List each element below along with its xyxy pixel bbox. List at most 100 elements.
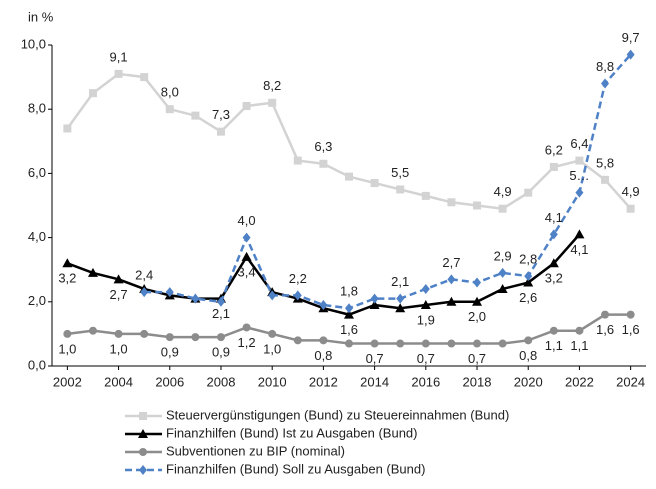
data-label: 6,3 (314, 139, 332, 154)
data-point (548, 258, 559, 268)
data-point (319, 336, 328, 345)
data-point (345, 303, 353, 314)
x-tick-label: 2010 (258, 374, 287, 389)
data-label: 4,1 (570, 242, 588, 257)
data-label: 1,1 (545, 338, 563, 353)
data-point (140, 287, 149, 298)
data-point (473, 201, 482, 210)
data-point (447, 198, 456, 207)
data-point (88, 89, 97, 98)
data-label: 8,8 (596, 59, 614, 74)
x-tick-label: 2024 (616, 374, 645, 389)
data-label: 0,9 (161, 345, 179, 360)
data-label: 0,9 (212, 345, 230, 360)
data-point (498, 267, 507, 278)
data-point (549, 326, 558, 335)
data-label: 4,1 (545, 210, 563, 225)
data-point (345, 339, 353, 348)
x-tick-label: 2020 (514, 374, 543, 389)
legend-label: Steuervergünstigungen (Bund) zu Steuerei… (166, 407, 509, 422)
series-line (66, 72, 632, 211)
data-point (319, 300, 328, 311)
data-label: 8,0 (161, 85, 179, 100)
data-label: 2,6 (519, 290, 537, 305)
data-point (293, 156, 302, 165)
data-point (473, 277, 482, 288)
data-label: 5,5 (391, 165, 409, 180)
data-label: 1,1 (570, 338, 588, 353)
data-label: 2,8 (519, 252, 537, 267)
data-label: 2,7 (110, 287, 128, 302)
data-point (241, 251, 252, 261)
data-point (396, 339, 405, 348)
data-label: 8,2 (263, 78, 281, 93)
data-label: 9,7 (622, 30, 640, 45)
data-label: 3,2 (58, 271, 76, 286)
data-label: 2,0 (468, 309, 486, 324)
data-point (242, 323, 251, 332)
data-point (344, 309, 354, 319)
data-point (191, 293, 200, 304)
data-point (242, 101, 251, 110)
data-point (242, 232, 251, 243)
data-point (421, 191, 430, 200)
data-point (165, 105, 174, 114)
data-label: 5,8 (596, 155, 614, 170)
data-point (114, 329, 123, 338)
data-point (575, 156, 584, 165)
data-label: 5… (569, 168, 589, 183)
data-point (165, 287, 174, 298)
data-point (370, 293, 379, 304)
data-label: 1,6 (596, 322, 614, 337)
data-label: 0,8 (314, 348, 332, 363)
data-point (293, 290, 302, 301)
data-point (575, 326, 584, 335)
data-point (498, 339, 507, 348)
data-point (62, 258, 73, 268)
data-point (626, 49, 635, 60)
data-point (626, 204, 635, 213)
data-point (601, 78, 610, 89)
data-label: 2,4 (135, 268, 153, 283)
data-point (395, 303, 406, 313)
data-point (601, 310, 610, 319)
x-tick-label: 2022 (565, 374, 594, 389)
data-point (549, 229, 558, 240)
data-point (370, 339, 379, 348)
data-point (88, 326, 97, 335)
data-point (345, 172, 353, 181)
data-label: 2,7 (442, 255, 460, 270)
data-point (626, 310, 635, 319)
data-label: 0,7 (417, 351, 435, 366)
data-point (420, 300, 431, 310)
data-point (216, 127, 225, 136)
data-label: 3,4 (238, 264, 256, 279)
data-point (268, 290, 277, 301)
y-axis-label: in % (28, 9, 54, 24)
data-point (446, 296, 457, 306)
data-label: 2,1 (391, 274, 409, 289)
data-point (524, 336, 533, 345)
data-label: 3,2 (545, 271, 563, 286)
data-label: 6,2 (545, 142, 563, 157)
data-label: 0,7 (366, 351, 384, 366)
data-point (473, 339, 482, 348)
x-tick-label: 2018 (463, 374, 492, 389)
data-point (191, 333, 200, 342)
x-tick-label: 2002 (53, 374, 82, 389)
data-point (396, 293, 405, 304)
data-point (113, 274, 124, 284)
data-point (524, 188, 533, 197)
data-label: 1,0 (110, 341, 128, 356)
legend-label: Subventionen zu BIP (nominal) (166, 443, 345, 458)
data-label: 9,1 (110, 49, 128, 64)
data-label: 0,7 (468, 351, 486, 366)
x-tick-label: 2014 (360, 374, 389, 389)
data-point (524, 271, 533, 282)
data-label: 7,3 (212, 107, 230, 122)
y-tick-label: 0,0 (28, 357, 46, 372)
y-tick-label: 4,0 (28, 229, 46, 244)
data-point (369, 300, 380, 310)
legend-label: Finanzhilfen (Bund) Ist zu Ausgaben (Bun… (166, 425, 417, 440)
